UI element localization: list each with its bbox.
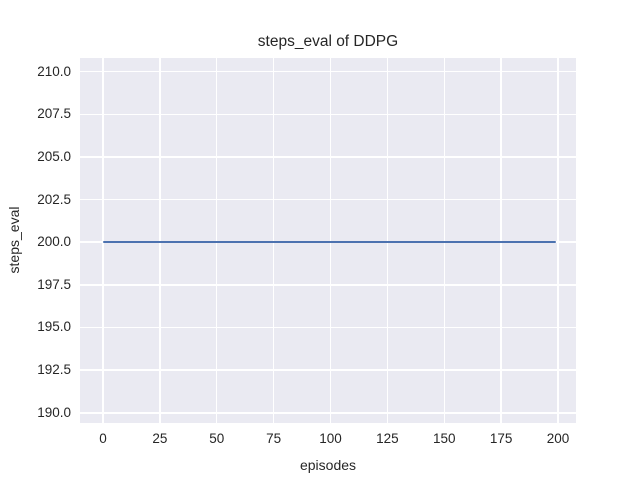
y-tick-label: 205.0 bbox=[37, 148, 71, 164]
y-tick-label: 190.0 bbox=[37, 404, 71, 420]
v-gridline bbox=[557, 58, 559, 423]
x-tick-label: 150 bbox=[432, 431, 456, 446]
h-gridline bbox=[80, 369, 576, 371]
x-tick-label: 0 bbox=[99, 431, 107, 446]
chart-title: steps_eval of DDPG bbox=[257, 33, 399, 50]
y-tick-label: 207.5 bbox=[37, 106, 71, 122]
v-gridline bbox=[215, 58, 218, 423]
v-gridline bbox=[329, 58, 332, 423]
plot-area bbox=[80, 58, 576, 423]
h-gridline bbox=[80, 198, 576, 201]
x-tick-label: 200 bbox=[546, 431, 570, 446]
y-tick-label: 210.0 bbox=[37, 63, 71, 79]
y-tick-label: 200.0 bbox=[37, 234, 71, 250]
h-gridline bbox=[80, 156, 576, 158]
x-tick-label: 25 bbox=[152, 431, 168, 446]
x-tick-label: 175 bbox=[489, 431, 513, 446]
x-tick-label: 125 bbox=[376, 431, 399, 446]
h-gridline bbox=[80, 326, 576, 329]
y-tick-label: 202.5 bbox=[37, 191, 71, 207]
v-gridline bbox=[102, 58, 104, 423]
y-tick-label: 197.5 bbox=[37, 276, 71, 292]
h-gridline bbox=[80, 412, 576, 414]
y-tick-label: 195.0 bbox=[37, 319, 71, 335]
x-tick-label: 100 bbox=[319, 431, 342, 446]
h-gridline bbox=[80, 70, 576, 73]
h-gridline bbox=[80, 113, 576, 116]
data-line bbox=[102, 241, 556, 244]
v-gridline bbox=[386, 58, 389, 423]
v-gridline bbox=[500, 58, 502, 423]
y-tick-label: 192.5 bbox=[37, 362, 71, 378]
x-axis-label: episodes bbox=[299, 457, 357, 473]
x-tick-label: 75 bbox=[266, 431, 282, 446]
v-gridline bbox=[159, 58, 161, 423]
x-tick-label: 50 bbox=[209, 431, 225, 446]
h-gridline bbox=[80, 284, 576, 286]
v-gridline bbox=[443, 58, 445, 423]
v-gridline bbox=[272, 58, 275, 423]
y-axis-label: steps_eval bbox=[6, 206, 22, 274]
